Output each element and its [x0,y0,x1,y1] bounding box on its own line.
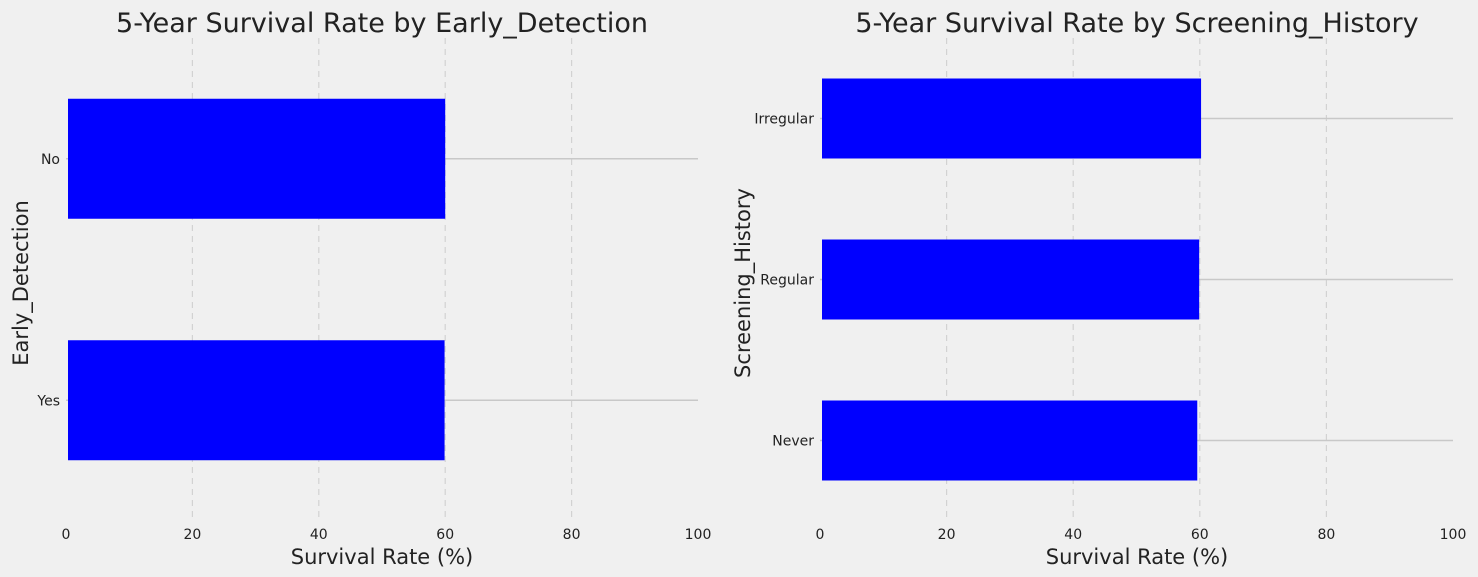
bars [822,78,1202,481]
x-tick-labels: 0 20 40 60 80 100 [816,527,1467,543]
x-tick-label: 60 [1191,527,1209,543]
x-tick-label: 60 [436,527,454,543]
x-tick-label: 100 [1440,527,1467,543]
x-tick-label: 80 [1317,527,1335,543]
y-tick-label: Regular [760,273,814,289]
y-tick-labels: Irregular Regular Never [754,112,814,450]
x-tick-labels: 0 20 40 60 80 100 [62,527,712,543]
y-tick-label: Never [772,434,814,450]
y-tick-label: Irregular [754,112,814,128]
chart-title: 5-Year Survival Rate by Screening_Histor… [855,8,1418,39]
y-tick-labels: No Yes [36,152,60,410]
early-detection-chart: 5-Year Survival Rate by Early_Detection … [9,8,711,569]
bar [68,98,446,219]
x-tick-label: 0 [816,527,825,543]
y-axis-label: Screening_History [731,188,756,378]
x-tick-label: 100 [685,527,712,543]
x-tick-label: 0 [62,527,71,543]
bar [822,239,1200,320]
y-tick-label: Yes [36,393,60,409]
bar [822,400,1198,481]
bars [68,98,446,461]
y-tick-label: No [41,152,60,168]
x-tick-label: 40 [1064,527,1082,543]
x-axis-label: Survival Rate (%) [1046,545,1229,569]
x-tick-label: 20 [938,527,956,543]
x-tick-label: 40 [310,527,328,543]
x-tick-label: 20 [183,527,201,543]
x-tick-label: 80 [563,527,581,543]
x-axis-label: Survival Rate (%) [291,545,474,569]
bar [68,340,445,461]
screening-history-chart: 5-Year Survival Rate by Screening_Histor… [731,8,1466,569]
bar [822,78,1202,159]
chart-title: 5-Year Survival Rate by Early_Detection [116,8,648,39]
y-axis-label: Early_Detection [9,200,34,366]
